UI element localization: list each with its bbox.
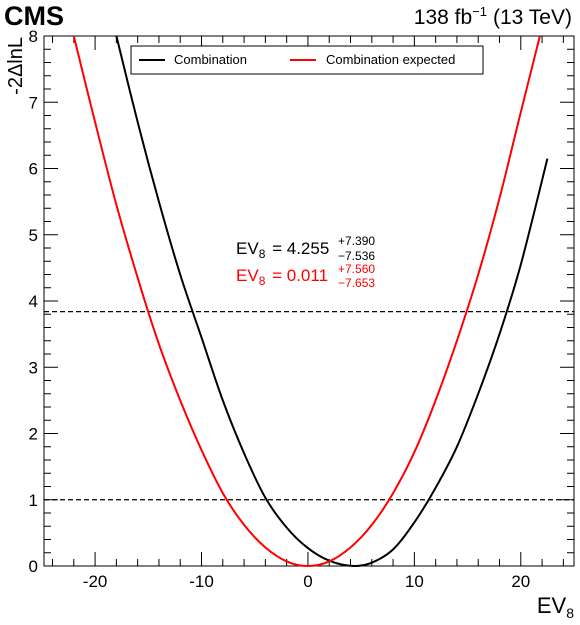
x-tick-label: 0 <box>303 572 312 591</box>
expected-result: EV8 = 0.011 +7.560 −7.653 <box>236 262 375 290</box>
y-tick-label: 6 <box>29 160 38 179</box>
lumi-value: 138 fb <box>414 6 472 29</box>
y-tick-label: 5 <box>29 226 38 245</box>
legend: Combination Combination expected <box>130 45 484 75</box>
expected-up: +7.560 <box>338 262 375 276</box>
y-tick-label: 4 <box>29 292 38 311</box>
expected-down: −7.653 <box>338 276 375 290</box>
y-tick-label: 7 <box>29 93 38 112</box>
y-tick-label: 1 <box>29 491 38 510</box>
x-tick-label: -20 <box>83 572 108 591</box>
lumi-exponent: −1 <box>472 4 487 19</box>
legend-label-observed: Combination <box>174 52 247 67</box>
observed-down: −7.536 <box>338 249 375 263</box>
reference-lines <box>44 311 574 501</box>
experiment-label: CMS <box>4 1 64 31</box>
plot-frame <box>43 35 575 567</box>
observed-result: EV8 = 4.255 +7.390 −7.536 <box>236 234 375 263</box>
expected-curve <box>72 35 541 568</box>
x-tick-label: 20 <box>511 572 530 591</box>
y-tick-label: 3 <box>29 358 38 377</box>
x-axis-title: EV8 <box>537 593 574 621</box>
observed-central: 4.255 <box>287 239 330 258</box>
y-axis-title: -2ΔlnL <box>5 37 27 95</box>
y-tick-label: 2 <box>29 425 38 444</box>
legend-label-expected: Combination expected <box>326 52 455 67</box>
lumi-label: 138 fb−1 (13 TeV) <box>414 4 572 29</box>
y-tick-label: 8 <box>29 27 38 46</box>
axis-ticks: -20 -10 0 10 20 0 1 2 3 4 5 6 7 8 <box>29 27 574 591</box>
observed-curve <box>115 35 549 568</box>
x-tick-label: -10 <box>189 572 214 591</box>
observed-up: +7.390 <box>338 234 375 248</box>
observed-param: EV8 = 4.255 <box>236 239 329 261</box>
y-tick-label: 0 <box>29 557 38 576</box>
expected-param: EV8 = 0.011 <box>236 266 328 288</box>
lumi-energy: (13 TeV) <box>493 6 572 29</box>
x-tick-label: 10 <box>405 572 424 591</box>
expected-central: 0.011 <box>287 266 328 285</box>
likelihood-curves <box>72 35 549 568</box>
